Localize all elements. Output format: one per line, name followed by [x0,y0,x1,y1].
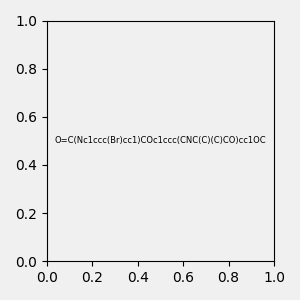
Text: O=C(Nc1ccc(Br)cc1)COc1ccc(CNC(C)(C)CO)cc1OC: O=C(Nc1ccc(Br)cc1)COc1ccc(CNC(C)(C)CO)cc… [55,136,266,146]
